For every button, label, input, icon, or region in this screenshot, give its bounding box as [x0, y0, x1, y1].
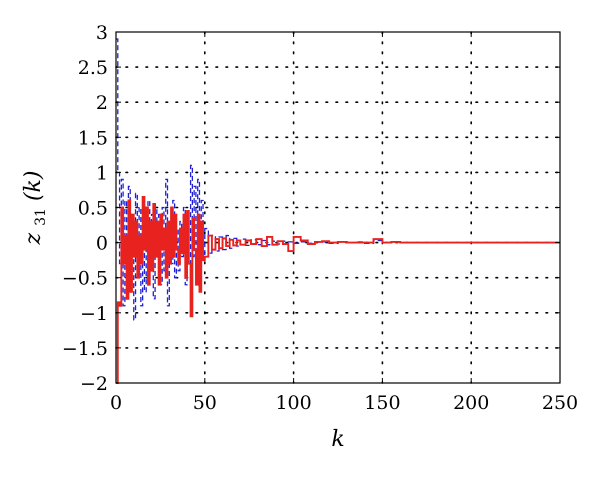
- y-tick-label: 1.5: [78, 127, 108, 149]
- x-tick-label: 250: [542, 392, 578, 414]
- y-tick-label: −1: [80, 303, 108, 325]
- grid-lines: [115, 31, 561, 384]
- y-tick-label: 2.5: [78, 57, 108, 79]
- x-tick-label: 0: [110, 392, 122, 414]
- axis-ticks: [115, 31, 561, 384]
- y-tick-label: 0: [96, 233, 108, 255]
- y-axis-label-arg: (k): [21, 171, 46, 202]
- y-tick-label: −2: [80, 373, 108, 395]
- x-tick-labels: 0 50 100 150 200 250: [110, 392, 578, 414]
- x-tick-label: 200: [453, 392, 489, 414]
- y-axis-label-sub: 31: [33, 208, 49, 226]
- y-tick-labels: −2 −1.5 −1 −0.5 0 0.5 1 1.5 2 2.5 3: [62, 22, 108, 395]
- x-tick-label: 150: [364, 392, 400, 414]
- y-tick-label: 3: [96, 22, 108, 44]
- x-tick-label: 50: [193, 392, 217, 414]
- y-axis-label: z 31 (k): [21, 171, 51, 246]
- x-axis-label: k: [331, 427, 344, 452]
- series-line-2: [116, 196, 560, 384]
- x-tick-label: 100: [275, 392, 311, 414]
- y-axis-label-main: z: [21, 232, 46, 245]
- y-tick-label: 1: [96, 162, 108, 184]
- y-tick-label: −1.5: [62, 338, 108, 360]
- y-tick-label: −0.5: [62, 268, 108, 290]
- y-tick-label: 2: [96, 92, 108, 114]
- series-line-1: [116, 38, 560, 321]
- chart-series: [116, 38, 560, 384]
- y-tick-label: 0.5: [78, 198, 108, 220]
